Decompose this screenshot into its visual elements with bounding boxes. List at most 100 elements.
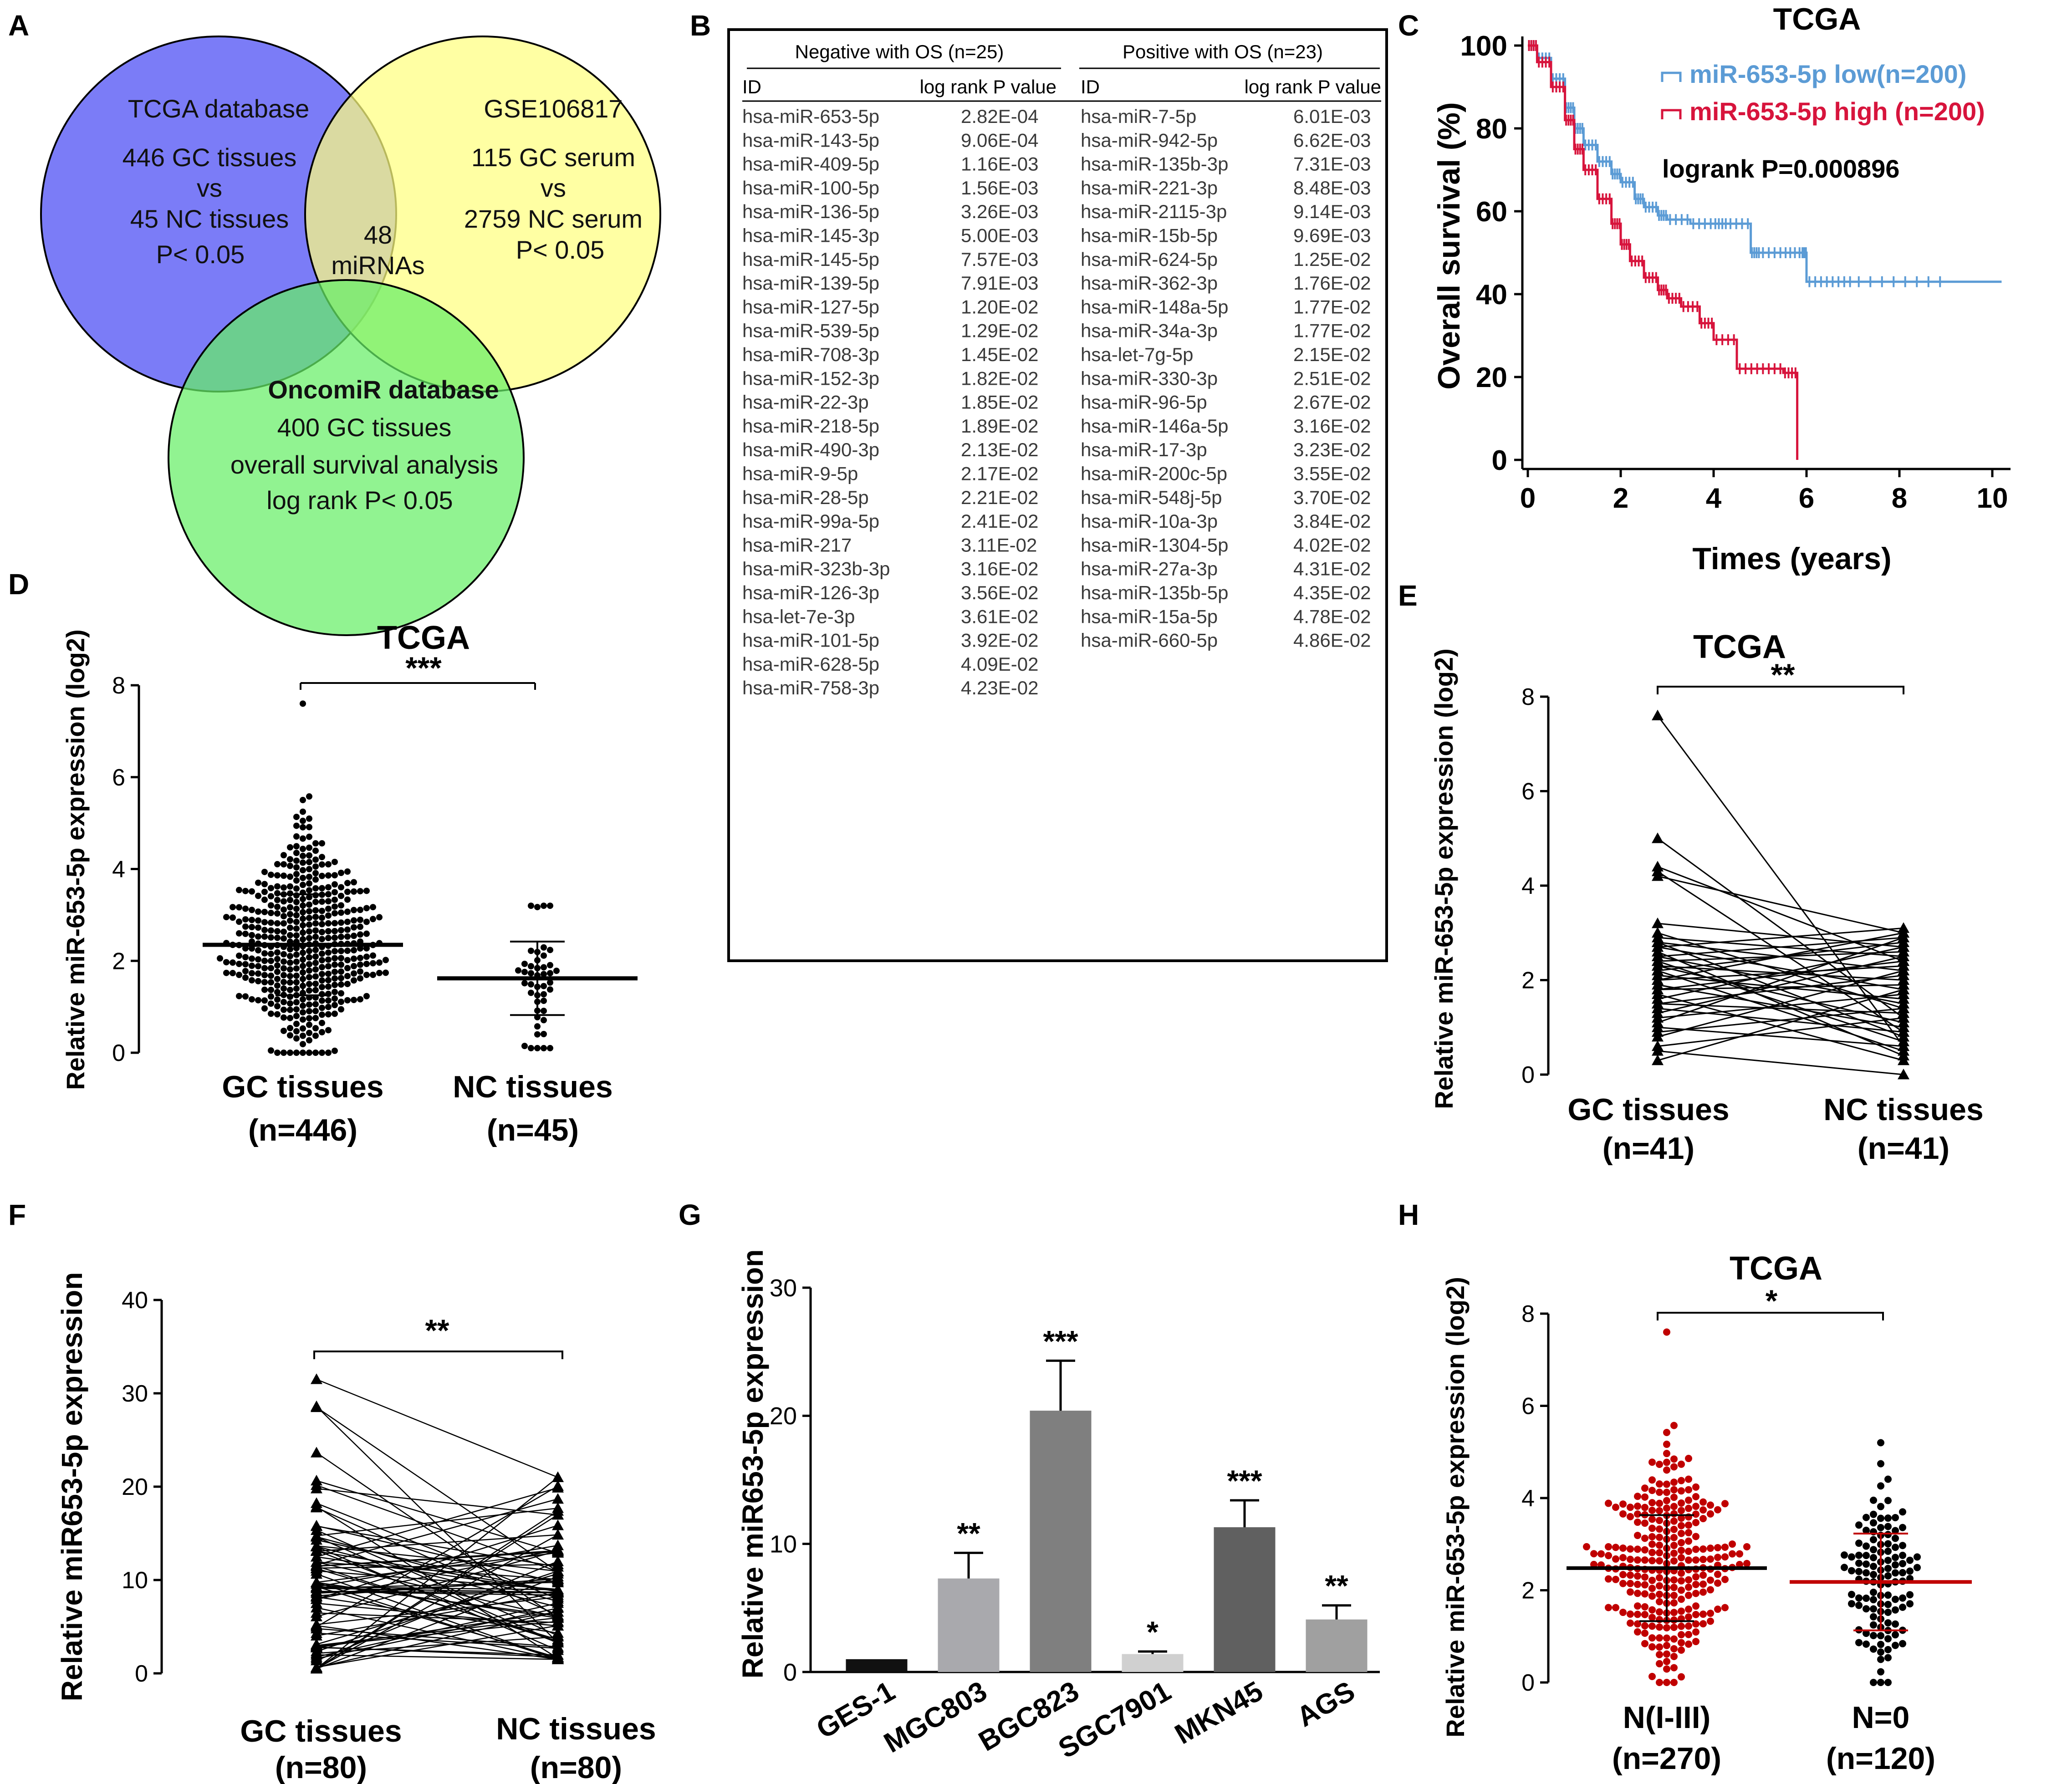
f-nc-point — [552, 1471, 564, 1482]
h-n13-dot — [1627, 1610, 1634, 1618]
d-gc-dot — [312, 1001, 319, 1008]
venn-bottom-line2: overall survival analysis — [230, 450, 498, 479]
d-gc-dot — [230, 970, 236, 977]
h-n13-dot — [1685, 1622, 1692, 1630]
h-n0-dot — [1899, 1551, 1906, 1559]
h-n13-dot — [1670, 1645, 1678, 1652]
d-gc-dot — [287, 932, 293, 938]
d-gc-dot — [268, 993, 274, 1000]
table-pos-pvalue: 7.31E-03 — [1293, 153, 1371, 175]
h-n13-dot — [1670, 1679, 1678, 1686]
h-n13-dot — [1656, 1590, 1663, 1598]
h-n0-dot — [1884, 1635, 1892, 1643]
d-gc-dot — [293, 822, 300, 829]
h-n13-dot — [1670, 1591, 1678, 1599]
d-gc-dot — [325, 970, 332, 977]
d-gc-dot — [338, 999, 344, 1005]
h-n13-dot — [1641, 1484, 1648, 1492]
d-gc-dot — [300, 700, 306, 707]
h-n13-dot — [1634, 1590, 1641, 1597]
d-gc-dot — [325, 872, 332, 879]
e-bracket — [1657, 686, 1904, 694]
d-gc-dot — [293, 965, 300, 972]
h-n13-dot — [1648, 1507, 1656, 1514]
h-n0-dot — [1899, 1560, 1906, 1567]
venn-right-line5: P< 0.05 — [516, 235, 605, 264]
h-n13-dot — [1685, 1547, 1692, 1555]
e-pair-line — [1657, 965, 1904, 1024]
d-nc-dot — [541, 1017, 547, 1024]
d-gc-dot — [293, 850, 300, 856]
d-nc-dot — [534, 904, 541, 911]
d-gc-dot — [274, 975, 281, 982]
g-bar-ags — [1306, 1619, 1368, 1672]
km-y-tick-label: 0 — [1492, 445, 1507, 476]
d-gc-dot — [344, 908, 351, 915]
f-y-tick-label: 0 — [135, 1661, 148, 1687]
d-gc-dot — [223, 959, 230, 966]
d-gc-dot — [338, 902, 344, 909]
h-n0-dot — [1855, 1639, 1863, 1646]
h-n13-dot — [1641, 1556, 1648, 1564]
d-gc-dot — [351, 917, 357, 924]
d-gc-dot — [344, 918, 351, 925]
e-nc-point — [1898, 984, 1909, 994]
d-gc-dot — [351, 997, 357, 1004]
d-gc-dot — [357, 888, 363, 895]
table-pos-pvalue: 3.23E-02 — [1293, 439, 1371, 460]
f-pair-line — [316, 1654, 558, 1660]
f-pair-line — [316, 1407, 558, 1572]
h-n13-dot — [1612, 1575, 1619, 1583]
venn-left-line1: TCGA database — [128, 94, 309, 123]
h-n13-dot — [1656, 1460, 1663, 1468]
d-gc-dot — [293, 892, 300, 899]
f-gc-point — [311, 1580, 322, 1592]
km-legend-low: miR-653-5p low(n=200) — [1689, 60, 1966, 88]
d-gc-dot — [383, 969, 389, 976]
h-n13-dot — [1663, 1504, 1670, 1512]
h-n13-dot — [1619, 1609, 1627, 1616]
h-n13-dot — [1656, 1574, 1663, 1582]
h-n13-dot — [1648, 1634, 1656, 1642]
d-gc-dot — [293, 951, 300, 958]
e-pair-line — [1657, 989, 1904, 1061]
h-n0-dot — [1855, 1551, 1863, 1559]
h-n0-dot — [1884, 1565, 1892, 1572]
panel-letter-a: A — [8, 9, 29, 42]
d-gc-dot — [357, 917, 363, 923]
g-y-tick-label: 20 — [770, 1402, 797, 1430]
h-group1-n: (n=270) — [1612, 1741, 1721, 1776]
d-gc-dot — [268, 902, 274, 909]
d-gc-dot — [370, 916, 376, 923]
d-gc-dot — [261, 927, 268, 933]
d-gc-dot — [300, 882, 306, 888]
d-nc-dot — [528, 963, 534, 970]
e-gc-point — [1652, 1045, 1664, 1056]
e-pair-line — [1657, 984, 1904, 990]
h-n0-dot — [1877, 1503, 1884, 1510]
d-gc-dot — [332, 897, 338, 903]
f-nc-point — [552, 1642, 564, 1653]
d-gc-dot — [236, 887, 242, 893]
table-neg-id: hsa-miR-490-3p — [742, 439, 879, 460]
h-n13-dot — [1627, 1513, 1634, 1520]
h-n13-dot — [1663, 1665, 1670, 1673]
d-gc-dot — [242, 916, 249, 923]
d-y-tick-label: 4 — [112, 856, 125, 883]
d-gc-dot — [268, 1047, 274, 1054]
venn-center-line2: miRNAs — [331, 251, 424, 280]
km-y-tick-label: 60 — [1476, 196, 1507, 228]
d-nc-dot — [541, 952, 547, 959]
d-gc-dot — [268, 893, 274, 900]
d-gc-dot — [300, 859, 306, 866]
d-nc-dot — [515, 967, 521, 974]
d-gc-dot — [255, 963, 261, 969]
panel-letter-g: G — [679, 1198, 701, 1231]
d-gc-dot — [281, 935, 287, 942]
table-pos-id: hsa-miR-548j-5p — [1081, 487, 1222, 508]
f-nc-point — [552, 1653, 564, 1664]
f-pair-line — [316, 1484, 558, 1572]
f-gc-point — [311, 1662, 322, 1674]
d-title: TCGA — [377, 620, 470, 656]
